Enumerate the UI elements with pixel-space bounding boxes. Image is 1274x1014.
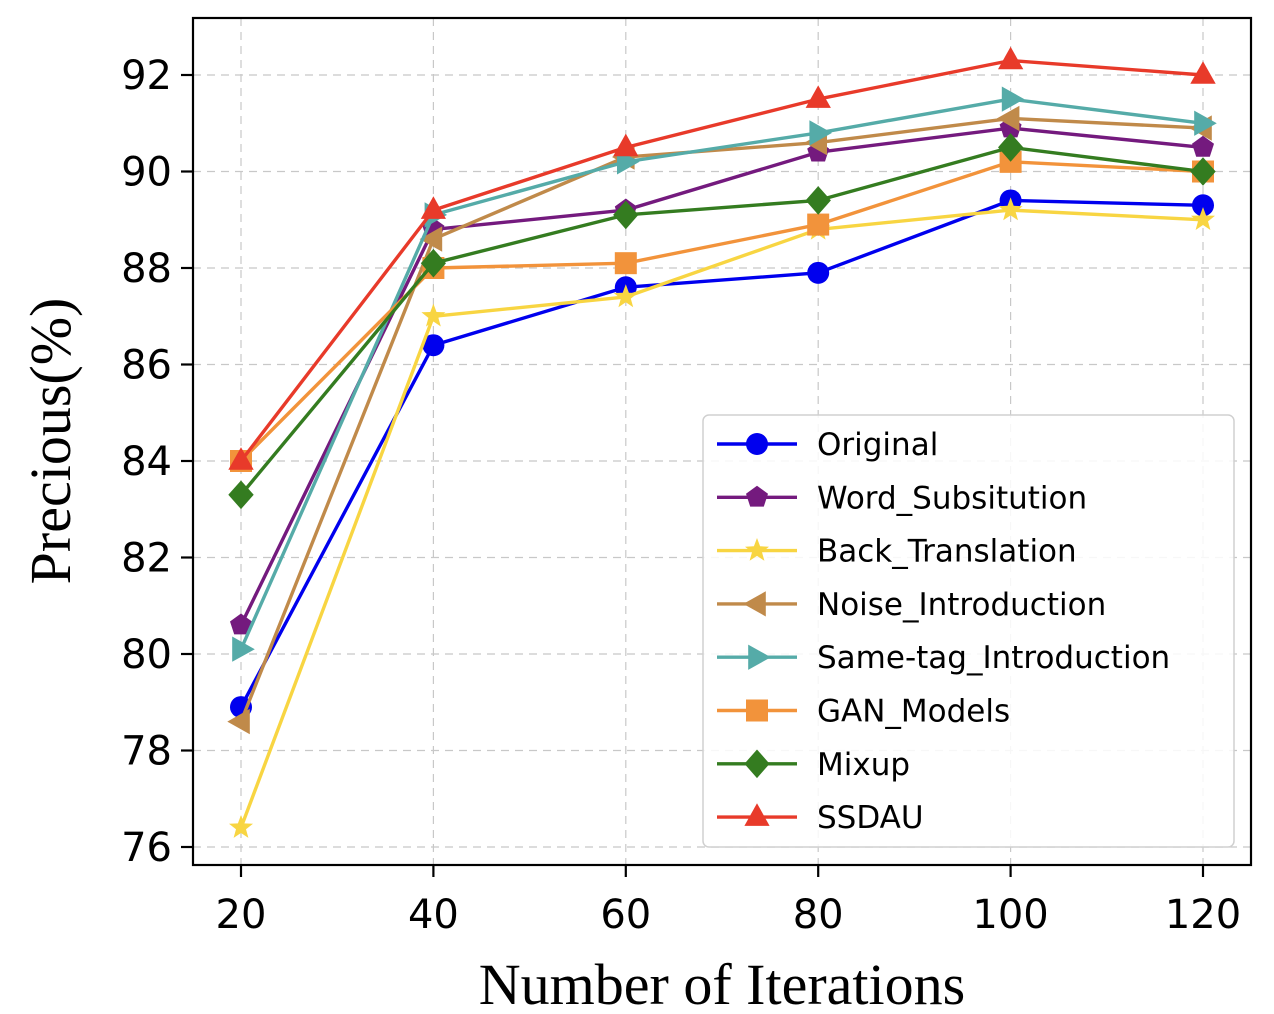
legend-entry: Noise_Introduction <box>717 587 1106 623</box>
legend-entry: Original <box>717 427 938 463</box>
data-point <box>1190 157 1216 186</box>
legend-box <box>702 414 1235 848</box>
legend-entry: SSDAU <box>717 800 924 836</box>
data-point <box>230 613 252 635</box>
data-point <box>419 226 443 252</box>
series-line <box>239 97 1204 650</box>
series-ssdau <box>228 46 1216 470</box>
legend-label: Back_Translation <box>817 534 1077 570</box>
legend-marker <box>748 644 771 670</box>
data-point <box>1190 61 1216 84</box>
legend-label: Noise_Introduction <box>817 587 1106 623</box>
x-tick-label: 100 <box>972 892 1048 938</box>
data-point <box>1192 194 1214 217</box>
data-point <box>420 248 446 278</box>
x-tick-label: 20 <box>216 892 267 938</box>
series-line <box>239 145 1204 496</box>
legend-marker <box>746 433 768 455</box>
legend-marker <box>746 699 768 722</box>
data-point <box>1194 110 1217 136</box>
data-point <box>1192 135 1214 157</box>
legend-entry: Word_Subsitution <box>717 480 1087 516</box>
y-tick-label: 78 <box>121 729 172 775</box>
legend-label: Same-tag_Introduction <box>817 640 1170 676</box>
series-line <box>239 126 1204 626</box>
axis-ticks: 20 40 60 80 100 120 76 78 80 82 84 86 88 90 92 <box>121 53 1241 938</box>
data-point <box>996 105 1020 132</box>
legend-entry: GAN_Models <box>717 694 1010 730</box>
legend: Original Word_Subsitution Back_Translation… <box>702 414 1235 848</box>
data-point <box>998 197 1023 221</box>
x-tick-label: 80 <box>793 892 844 938</box>
data-point <box>613 200 639 230</box>
series-mixup <box>228 133 1216 510</box>
data-point <box>998 46 1024 70</box>
series-line <box>239 116 1204 723</box>
data-point <box>809 120 832 146</box>
data-point <box>613 133 639 157</box>
data-point <box>228 480 254 510</box>
legend-marker <box>745 538 769 561</box>
legend-entry: Mixup <box>717 747 910 783</box>
data-point <box>613 284 638 308</box>
legend-entry: Same-tag_Introduction <box>717 640 1170 676</box>
data-point <box>805 85 831 108</box>
data-point <box>1191 207 1215 230</box>
legend-label: Word_Subsitution <box>817 480 1087 516</box>
data-point <box>420 196 446 219</box>
legend-marker <box>744 749 770 779</box>
y-tick-label: 80 <box>121 632 172 678</box>
data-point <box>228 447 254 470</box>
data-point <box>614 252 637 275</box>
series-same-tag-introduction <box>232 86 1217 662</box>
legend-label: Original <box>817 427 938 463</box>
data-point <box>229 815 253 838</box>
data-point <box>998 133 1024 162</box>
y-tick-label: 88 <box>121 246 172 292</box>
plot-frame <box>191 16 1253 867</box>
data-point <box>227 708 250 735</box>
series-line <box>239 208 1204 829</box>
legend-marker <box>746 485 768 507</box>
data-point <box>999 150 1022 173</box>
legend-marker <box>743 591 766 617</box>
data-point <box>232 636 255 662</box>
y-tick-label: 90 <box>121 150 172 196</box>
y-tick-label: 92 <box>121 53 172 99</box>
x-tick-label: 40 <box>408 892 459 938</box>
data-point <box>422 334 445 357</box>
legend-label: SSDAU <box>817 800 924 836</box>
legend-label: GAN_Models <box>817 694 1010 730</box>
series-layer <box>227 46 1217 838</box>
y-tick-label: 86 <box>121 343 172 389</box>
y-tick-label: 84 <box>121 439 172 485</box>
y-tick-label: 76 <box>121 825 172 871</box>
data-point <box>421 303 446 327</box>
legend-entry: Back_Translation <box>717 534 1077 570</box>
data-point <box>807 261 830 284</box>
data-point <box>805 186 831 215</box>
x-axis-title: Number of Iterations <box>479 952 965 1014</box>
legend-marker <box>744 803 770 826</box>
y-tick-label: 82 <box>121 536 172 582</box>
data-point <box>1001 86 1025 112</box>
series-line <box>239 58 1204 463</box>
x-tick-label: 60 <box>600 892 651 938</box>
data-point <box>807 213 830 236</box>
y-axis-title: Precious(%) <box>18 298 83 585</box>
x-tick-label: 120 <box>1165 892 1241 938</box>
legend-label: Mixup <box>817 747 910 783</box>
